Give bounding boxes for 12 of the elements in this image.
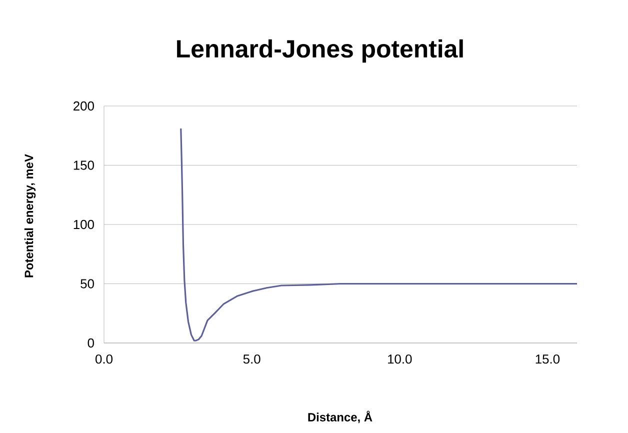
y-tick-label: 150 [74, 160, 94, 170]
x-tick-label: 10.0 [388, 354, 412, 364]
y-tick-label: 200 [74, 101, 94, 111]
x-tick-label: 5.0 [243, 354, 260, 364]
y-tick-label: 0 [88, 338, 94, 348]
y-tick-label: 100 [74, 220, 94, 230]
x-axis-title: Distance, Å [308, 410, 372, 424]
x-tick-label: 0.0 [96, 354, 113, 364]
x-tick-label: 15.0 [536, 354, 560, 364]
y-tick-label: 50 [80, 279, 94, 288]
chart-title: Lennard-Jones potential [177, 39, 463, 63]
y-axis-title: Potential energy, meV [24, 154, 36, 278]
